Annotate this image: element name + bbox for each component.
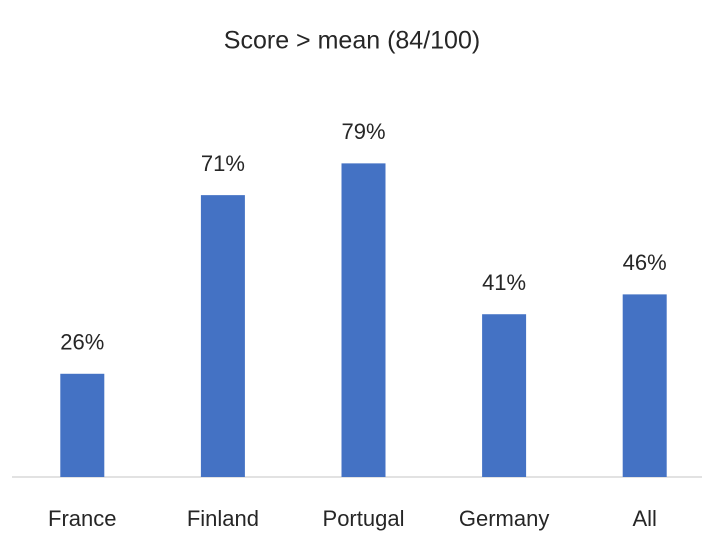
- bar: [482, 314, 527, 477]
- data-label: 41%: [482, 270, 526, 295]
- bar: [341, 163, 386, 477]
- x-tick-label: France: [48, 506, 116, 531]
- chart-title: Score > mean (84/100): [224, 27, 480, 55]
- x-tick-label: Finland: [187, 506, 259, 531]
- x-tick-label: Portugal: [323, 506, 405, 531]
- bar: [60, 373, 105, 477]
- data-label: 79%: [341, 119, 385, 144]
- data-label: 26%: [60, 330, 104, 355]
- x-tick-label: All: [632, 506, 656, 531]
- data-label: 71%: [201, 151, 245, 176]
- bar: [622, 294, 667, 477]
- x-tick-label: Germany: [459, 506, 549, 531]
- data-label: 46%: [623, 250, 667, 275]
- bar: [200, 195, 245, 477]
